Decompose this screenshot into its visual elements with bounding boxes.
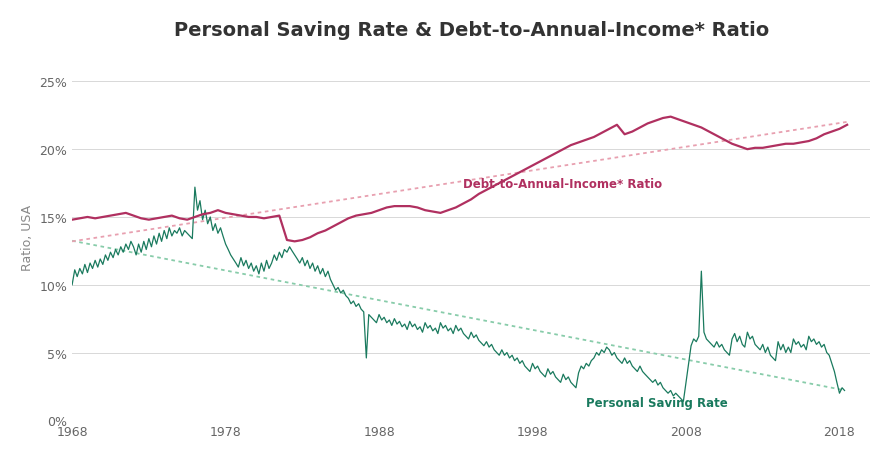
- Title: Personal Saving Rate & Debt-to-Annual-Income* Ratio: Personal Saving Rate & Debt-to-Annual-In…: [174, 21, 769, 40]
- Y-axis label: Ratio, USA: Ratio, USA: [20, 205, 34, 271]
- Text: Debt-to-Annual-Income* Ratio: Debt-to-Annual-Income* Ratio: [463, 178, 663, 190]
- Text: Personal Saving Rate: Personal Saving Rate: [586, 396, 728, 409]
